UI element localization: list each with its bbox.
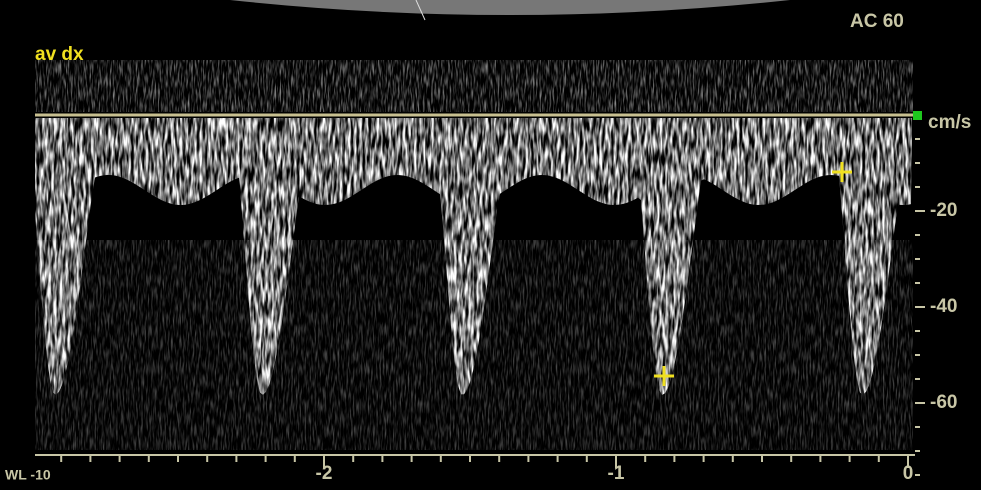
sector-image [230,0,790,15]
preset: AC 60 [850,11,904,32]
y-tick-label: -60 [930,392,957,413]
page: av dx AC 60 cm/s WL -10 -20-40-60-2-10 (… [0,0,981,490]
unit: cm/s [928,112,971,133]
y-tick-label: -40 [930,296,957,317]
y-tick-label: -20 [930,200,957,221]
x-tick-label: 0 [903,463,914,484]
level: WL -10 [5,467,51,483]
x-tick-label: -2 [316,463,333,484]
label: av dx [35,44,84,65]
baseline-marker [913,111,922,120]
noise-band [35,60,913,112]
x-tick-label: -1 [608,463,625,484]
doppler-view: av dx AC 60 cm/s WL -10 -20 -40 -60 -2 -1 0 [0,0,981,490]
